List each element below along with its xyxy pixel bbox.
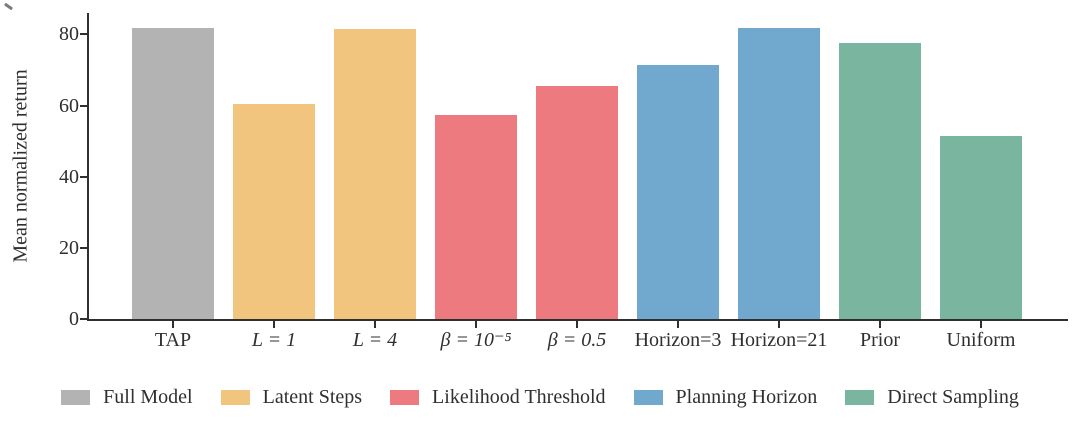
plot-area: TAP L = 1 L = 4 β = 10⁻⁵ β = 0.5 Horizon=3 Hor… <box>59 13 1068 350</box>
legend-label: Likelihood Threshold <box>432 386 606 408</box>
y-tick-label: 20 <box>59 236 79 259</box>
legend-swatch-icon <box>390 389 420 405</box>
x-tick-mark <box>778 321 780 328</box>
x-tick-label: L = 1 <box>251 329 297 351</box>
y-tick-label: 0 <box>69 308 79 330</box>
y-tick-mark <box>80 246 87 249</box>
x-tick-label: Horizon=3 <box>634 329 722 351</box>
x-tick-mark <box>879 321 881 328</box>
legend-item: Likelihood Threshold <box>390 387 606 407</box>
x-tick-mark <box>980 321 982 328</box>
bar-5 <box>536 86 618 319</box>
bar-7 <box>738 27 820 319</box>
x-tick-label: Horizon=21 <box>730 329 828 351</box>
x-tick-mark <box>677 321 679 328</box>
legend-swatch-icon <box>633 389 663 405</box>
x-tick-label: β = 0.5 <box>547 329 607 351</box>
y-tick-label: 60 <box>59 94 79 117</box>
bar-2 <box>233 104 315 319</box>
legend-label: Direct Sampling <box>887 386 1019 408</box>
bar-3 <box>334 29 416 319</box>
x-tick-label: Prior <box>860 329 900 351</box>
legend-item: Planning Horizon <box>633 386 818 408</box>
bar-1 <box>132 27 214 319</box>
legend-swatch-icon <box>220 389 250 405</box>
x-tick-label: Uniform <box>946 329 1016 351</box>
bar-9 <box>940 136 1022 319</box>
x-tick-label: L = 4 <box>352 329 398 351</box>
legend-swatch-icon <box>845 389 875 405</box>
x-tick-label: TAP <box>154 329 192 351</box>
y-axis-title: Mean normalized return <box>9 69 32 263</box>
x-tick-mark <box>576 321 578 328</box>
y-tick-label: 80 <box>59 23 79 46</box>
x-tick-mark <box>273 321 275 328</box>
bar-8 <box>839 42 921 319</box>
x-tick-mark <box>172 321 174 328</box>
y-tick-label: 40 <box>59 165 79 188</box>
y-tick-mark <box>80 33 87 36</box>
x-tick-mark <box>475 321 477 328</box>
legend-item: Full Model <box>61 386 193 408</box>
legend-item: Direct Sampling <box>845 387 1019 407</box>
legend-swatch-icon <box>61 389 91 405</box>
bar-6 <box>637 64 719 319</box>
legend-item: Latent Steps <box>220 386 363 408</box>
x-tick-mark <box>374 321 376 328</box>
y-tick-mark <box>80 318 87 320</box>
bar-4 <box>435 115 517 319</box>
legend-label: Planning Horizon <box>675 386 818 408</box>
legend: Full Model Latent Steps Likelihood Thresho… <box>0 383 1080 411</box>
x-tick-label: β = 10⁻⁵ <box>440 329 512 351</box>
legend-label: Full Model <box>103 386 193 408</box>
corner-artifact <box>3 2 14 11</box>
legend-label: Latent Steps <box>262 386 363 408</box>
y-tick-mark <box>80 175 87 178</box>
y-tick-mark <box>80 104 87 107</box>
